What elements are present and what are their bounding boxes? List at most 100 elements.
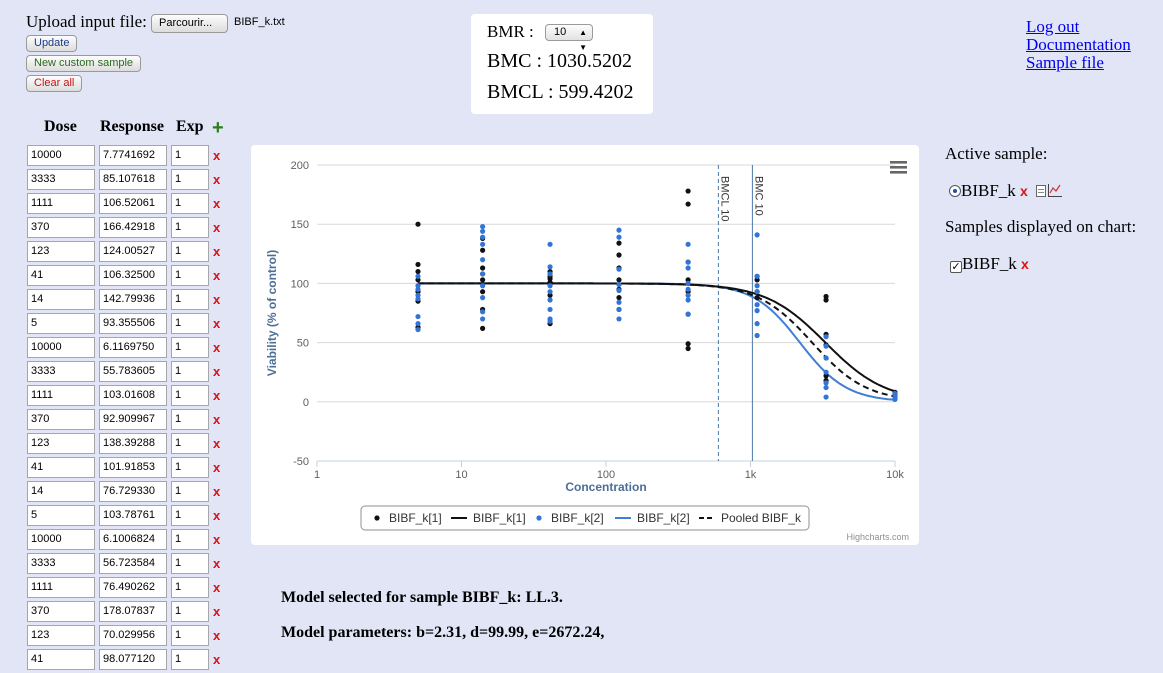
exp-input[interactable]: 1 — [171, 217, 209, 238]
bmr-select[interactable]: 10 ▲ ▼ — [545, 24, 593, 52]
active-sample-radio[interactable] — [949, 185, 961, 197]
delete-row-icon[interactable]: x — [213, 460, 221, 475]
exp-input[interactable]: 1 — [171, 241, 209, 262]
response-input[interactable]: 178.07837 — [99, 601, 167, 622]
delete-row-icon[interactable]: x — [213, 484, 221, 499]
dose-input[interactable]: 14 — [27, 481, 95, 502]
documentation-link[interactable]: Documentation — [1026, 35, 1131, 54]
clear-all-button[interactable]: Clear all — [26, 75, 83, 92]
document-icon[interactable] — [1036, 185, 1047, 197]
response-input[interactable]: 98.077120 — [99, 649, 167, 670]
logout-link[interactable]: Log out — [1026, 17, 1080, 36]
delete-row-icon[interactable]: x — [213, 580, 221, 595]
dose-input[interactable]: 3333 — [27, 361, 95, 382]
new-custom-sample-button[interactable]: New custom sample — [26, 55, 142, 72]
delete-row-icon[interactable]: x — [213, 172, 221, 187]
response-input[interactable]: 6.1006824 — [99, 529, 167, 550]
exp-input[interactable]: 1 — [171, 433, 209, 454]
response-input[interactable]: 92.909967 — [99, 409, 167, 430]
dose-input[interactable]: 41 — [27, 457, 95, 478]
dose-input[interactable]: 370 — [27, 409, 95, 430]
delete-row-icon[interactable]: x — [213, 652, 221, 667]
response-input[interactable]: 138.39288 — [99, 433, 167, 454]
dose-input[interactable]: 1111 — [27, 193, 95, 214]
dose-input[interactable]: 41 — [27, 265, 95, 286]
dose-input[interactable]: 123 — [27, 625, 95, 646]
dose-input[interactable]: 5 — [27, 505, 95, 526]
remove-displayed-sample-icon[interactable]: x — [1021, 256, 1029, 272]
delete-row-icon[interactable]: x — [213, 244, 221, 259]
dose-input[interactable]: 5 — [27, 313, 95, 334]
exp-input[interactable]: 1 — [171, 313, 209, 334]
dose-input[interactable]: 41 — [27, 649, 95, 670]
response-input[interactable]: 106.32500 — [99, 265, 167, 286]
response-input[interactable]: 103.78761 — [99, 505, 167, 526]
exp-input[interactable]: 1 — [171, 361, 209, 382]
delete-row-icon[interactable]: x — [213, 268, 221, 283]
dose-input[interactable]: 3333 — [27, 169, 95, 190]
dose-input[interactable]: 123 — [27, 433, 95, 454]
chart-icon[interactable] — [1048, 184, 1063, 197]
response-input[interactable]: 124.00527 — [99, 241, 167, 262]
delete-row-icon[interactable]: x — [213, 364, 221, 379]
delete-row-icon[interactable]: x — [213, 388, 221, 403]
chart-menu-icon[interactable] — [890, 161, 907, 174]
response-input[interactable]: 85.107618 — [99, 169, 167, 190]
dose-input[interactable]: 10000 — [27, 529, 95, 550]
response-input[interactable]: 7.7741692 — [99, 145, 167, 166]
dose-input[interactable]: 370 — [27, 601, 95, 622]
delete-row-icon[interactable]: x — [213, 532, 221, 547]
exp-input[interactable]: 1 — [171, 481, 209, 502]
exp-input[interactable]: 1 — [171, 385, 209, 406]
add-row-icon[interactable]: + — [212, 117, 224, 139]
response-input[interactable]: 101.91853 — [99, 457, 167, 478]
exp-input[interactable]: 1 — [171, 409, 209, 430]
delete-row-icon[interactable]: x — [213, 220, 221, 235]
update-button[interactable]: Update — [26, 35, 78, 52]
dose-input[interactable]: 10000 — [27, 337, 95, 358]
exp-input[interactable]: 1 — [171, 505, 209, 526]
response-input[interactable]: 70.029956 — [99, 625, 167, 646]
exp-input[interactable]: 1 — [171, 553, 209, 574]
response-input[interactable]: 6.1169750 — [99, 337, 167, 358]
response-input[interactable]: 55.783605 — [99, 361, 167, 382]
delete-sample-icon[interactable]: x — [1020, 183, 1028, 199]
exp-input[interactable]: 1 — [171, 649, 209, 670]
dose-input[interactable]: 370 — [27, 217, 95, 238]
exp-input[interactable]: 1 — [171, 337, 209, 358]
delete-row-icon[interactable]: x — [213, 628, 221, 643]
exp-input[interactable]: 1 — [171, 601, 209, 622]
delete-row-icon[interactable]: x — [213, 148, 221, 163]
sample-file-link[interactable]: Sample file — [1026, 53, 1104, 72]
delete-row-icon[interactable]: x — [213, 556, 221, 571]
exp-input[interactable]: 1 — [171, 265, 209, 286]
exp-input[interactable]: 1 — [171, 529, 209, 550]
delete-row-icon[interactable]: x — [213, 508, 221, 523]
response-input[interactable]: 76.490262 — [99, 577, 167, 598]
dose-input[interactable]: 1111 — [27, 385, 95, 406]
response-input[interactable]: 93.355506 — [99, 313, 167, 334]
delete-row-icon[interactable]: x — [213, 292, 221, 307]
exp-input[interactable]: 1 — [171, 169, 209, 190]
exp-input[interactable]: 1 — [171, 193, 209, 214]
delete-row-icon[interactable]: x — [213, 436, 221, 451]
delete-row-icon[interactable]: x — [213, 340, 221, 355]
response-input[interactable]: 103.01608 — [99, 385, 167, 406]
dose-input[interactable]: 3333 — [27, 553, 95, 574]
exp-input[interactable]: 1 — [171, 289, 209, 310]
delete-row-icon[interactable]: x — [213, 196, 221, 211]
delete-row-icon[interactable]: x — [213, 316, 221, 331]
exp-input[interactable]: 1 — [171, 457, 209, 478]
delete-row-icon[interactable]: x — [213, 412, 221, 427]
response-input[interactable]: 56.723584 — [99, 553, 167, 574]
response-input[interactable]: 166.42918 — [99, 217, 167, 238]
exp-input[interactable]: 1 — [171, 145, 209, 166]
dose-input[interactable]: 10000 — [27, 145, 95, 166]
displayed-sample-checkbox[interactable]: ✓ — [950, 260, 962, 273]
dose-input[interactable]: 14 — [27, 289, 95, 310]
response-input[interactable]: 142.79936 — [99, 289, 167, 310]
exp-input[interactable]: 1 — [171, 625, 209, 646]
exp-input[interactable]: 1 — [171, 577, 209, 598]
delete-row-icon[interactable]: x — [213, 604, 221, 619]
response-input[interactable]: 106.52061 — [99, 193, 167, 214]
